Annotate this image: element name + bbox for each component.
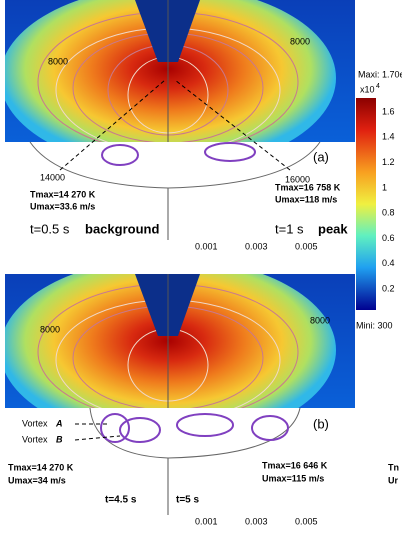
umax: Umax=33.6 m/s [30,201,95,211]
axis-tick: 0.003 [245,516,268,526]
tmax: Tmax=16 758 K [275,182,341,192]
arrow [74,435,121,441]
colorbar-tick-label: 0.6 [382,233,395,243]
tmax: Tmax=14 270 K [8,462,74,472]
colorbar-ticks: 1.6 1.4 1.2 1 0.8 0.6 0.4 0.2 [382,106,395,293]
colorbar-tick-label: 0.4 [382,258,395,268]
umax: Umax=34 m/s [8,475,66,485]
vortex-letter: A [55,418,63,428]
vortex-label: Vortex [22,434,48,444]
time-tag: background [85,221,159,236]
vortex-letter: B [56,434,63,444]
tmax: Tmax=14 270 K [30,189,96,199]
vortex-label: Vortex [22,418,48,428]
time: t=0.5 s [30,221,70,236]
isotherm: 8000 [40,324,60,334]
axis-tick: 0.003 [245,241,268,251]
cut-off-text: Ur [388,475,398,485]
plasma-a [5,0,355,142]
colorbar-tick-label: 1.4 [382,132,395,142]
colorbar-min: Mini: 300 [356,320,393,330]
umax: Umax=115 m/s [262,473,324,483]
workpiece-a [29,141,321,189]
colorbar-tick-label: 1 [382,182,387,192]
axis-tick: 0.005 [295,516,318,526]
colorbar [356,98,376,310]
isotherm: 8000 [310,315,330,325]
colorbar-tick-label: 0.2 [382,283,395,293]
time-tag: peak [318,221,348,236]
arrow [174,79,291,171]
axis-tick: 0.005 [295,241,318,251]
isotherm: 8000 [290,36,310,46]
axis-tick: 0.001 [195,241,218,251]
umax: Umax=118 m/s [275,194,337,204]
colorbar-multiplier: x10 [360,84,375,94]
colorbar-tick-label: 0.8 [382,208,395,218]
colorbar-tick-label: 1.2 [382,157,395,167]
workpiece-b [89,407,301,459]
arrow [59,79,166,171]
time: t=5 s [176,495,200,506]
vortices-a [101,142,256,166]
panel-label: (a) [313,149,329,164]
tmax: Tmax=16 646 K [262,460,328,470]
isotherm: 14000 [40,172,65,182]
time: t=1 s [275,221,304,236]
time: t=4.5 s [105,495,137,506]
isotherm: 16000 [285,174,310,184]
vortices-b [100,413,289,443]
cut-off-text: Tn [388,462,399,472]
colorbar-tick-label: 1.6 [382,106,395,116]
colorbar-exponent: 4 [376,83,380,90]
isotherm: 8000 [48,56,68,66]
colorbar-max: Maxi: 1.70e [358,69,402,79]
axis-tick: 0.001 [195,516,218,526]
panel-label: (b) [313,416,329,431]
